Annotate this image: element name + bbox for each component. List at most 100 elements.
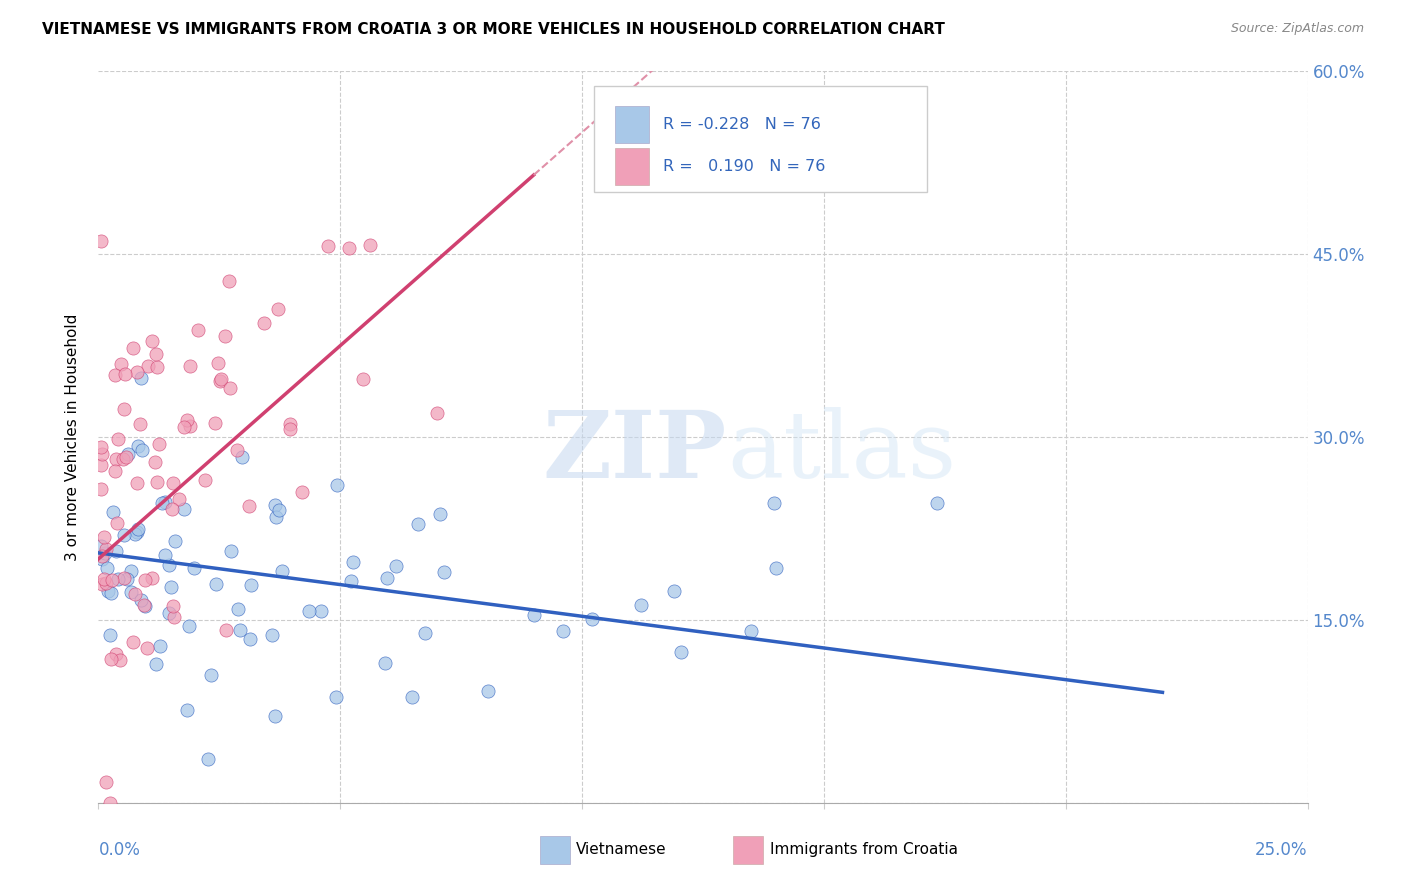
- Point: [183, 561, 205, 575]
- Point: [104, 647, 127, 661]
- Point: [129, 593, 152, 607]
- Point: [134, 599, 156, 614]
- Point: [239, 632, 262, 647]
- Point: [105, 516, 128, 530]
- Point: [114, 450, 136, 464]
- Point: [311, 604, 333, 618]
- Point: [669, 645, 692, 659]
- Point: [91, 549, 114, 563]
- Point: [148, 437, 170, 451]
- Point: [125, 365, 148, 379]
- Point: [385, 558, 408, 573]
- Point: [90, 458, 112, 472]
- Point: [406, 516, 429, 531]
- Point: [662, 583, 685, 598]
- Point: [207, 356, 229, 370]
- Point: [266, 301, 288, 316]
- Point: [225, 442, 247, 457]
- Point: [90, 447, 112, 461]
- Point: [551, 624, 574, 638]
- Text: 25.0%: 25.0%: [1256, 841, 1308, 859]
- Point: [94, 576, 117, 591]
- Point: [162, 610, 184, 624]
- Point: [925, 495, 948, 509]
- Point: [194, 473, 217, 487]
- Point: [146, 359, 169, 374]
- Text: VIETNAMESE VS IMMIGRANTS FROM CROATIA 3 OR MORE VEHICLES IN HOUSEHOLD CORRELATIO: VIETNAMESE VS IMMIGRANTS FROM CROATIA 3 …: [42, 22, 945, 37]
- Point: [253, 317, 276, 331]
- Point: [93, 572, 115, 586]
- Point: [121, 341, 143, 355]
- Text: R =   0.190   N = 76: R = 0.190 N = 76: [664, 159, 825, 174]
- Point: [157, 607, 180, 621]
- Point: [129, 371, 152, 385]
- Point: [98, 628, 121, 642]
- Point: [209, 375, 232, 389]
- Point: [359, 237, 381, 252]
- Text: ZIP: ZIP: [543, 407, 727, 497]
- Point: [209, 371, 232, 385]
- FancyBboxPatch shape: [595, 86, 927, 192]
- Point: [153, 494, 176, 508]
- Point: [264, 498, 287, 512]
- Point: [176, 413, 198, 427]
- Point: [205, 577, 228, 591]
- Point: [219, 544, 242, 558]
- Point: [340, 574, 363, 588]
- Point: [96, 561, 118, 575]
- Point: [169, 491, 191, 506]
- Text: Source: ZipAtlas.com: Source: ZipAtlas.com: [1230, 22, 1364, 36]
- Point: [90, 482, 112, 496]
- Point: [325, 478, 347, 492]
- Point: [98, 796, 121, 810]
- Point: [127, 438, 149, 452]
- Text: atlas: atlas: [727, 407, 956, 497]
- Point: [150, 496, 173, 510]
- Point: [352, 371, 374, 385]
- Point: [124, 526, 146, 541]
- Point: [145, 657, 167, 671]
- Point: [238, 500, 260, 514]
- Point: [91, 551, 114, 566]
- Point: [179, 419, 201, 434]
- Point: [290, 485, 312, 500]
- Point: [200, 667, 222, 681]
- Point: [131, 443, 153, 458]
- Point: [127, 524, 149, 539]
- Point: [218, 274, 240, 288]
- Point: [325, 690, 347, 705]
- Point: [157, 558, 180, 572]
- Point: [134, 573, 156, 587]
- Text: Immigrants from Croatia: Immigrants from Croatia: [769, 842, 957, 857]
- Point: [136, 640, 159, 655]
- Point: [112, 402, 135, 417]
- Point: [90, 539, 112, 553]
- Point: [278, 422, 301, 436]
- Point: [107, 573, 129, 587]
- Point: [173, 502, 195, 516]
- Point: [155, 548, 177, 562]
- Point: [270, 564, 292, 578]
- Point: [342, 555, 364, 569]
- Point: [117, 572, 139, 586]
- Point: [125, 475, 148, 490]
- Point: [100, 652, 122, 666]
- Point: [263, 709, 285, 723]
- Point: [581, 612, 603, 626]
- Point: [94, 546, 117, 560]
- Point: [318, 238, 340, 252]
- Point: [100, 586, 122, 600]
- Point: [523, 608, 546, 623]
- Point: [204, 417, 226, 431]
- Point: [104, 464, 127, 478]
- Point: [162, 476, 184, 491]
- Point: [90, 235, 112, 249]
- Point: [100, 573, 122, 587]
- Point: [765, 561, 787, 575]
- Point: [187, 323, 209, 337]
- Text: Vietnamese: Vietnamese: [576, 842, 666, 857]
- Point: [90, 576, 112, 591]
- Point: [477, 684, 499, 698]
- Point: [173, 420, 195, 434]
- Point: [630, 598, 652, 612]
